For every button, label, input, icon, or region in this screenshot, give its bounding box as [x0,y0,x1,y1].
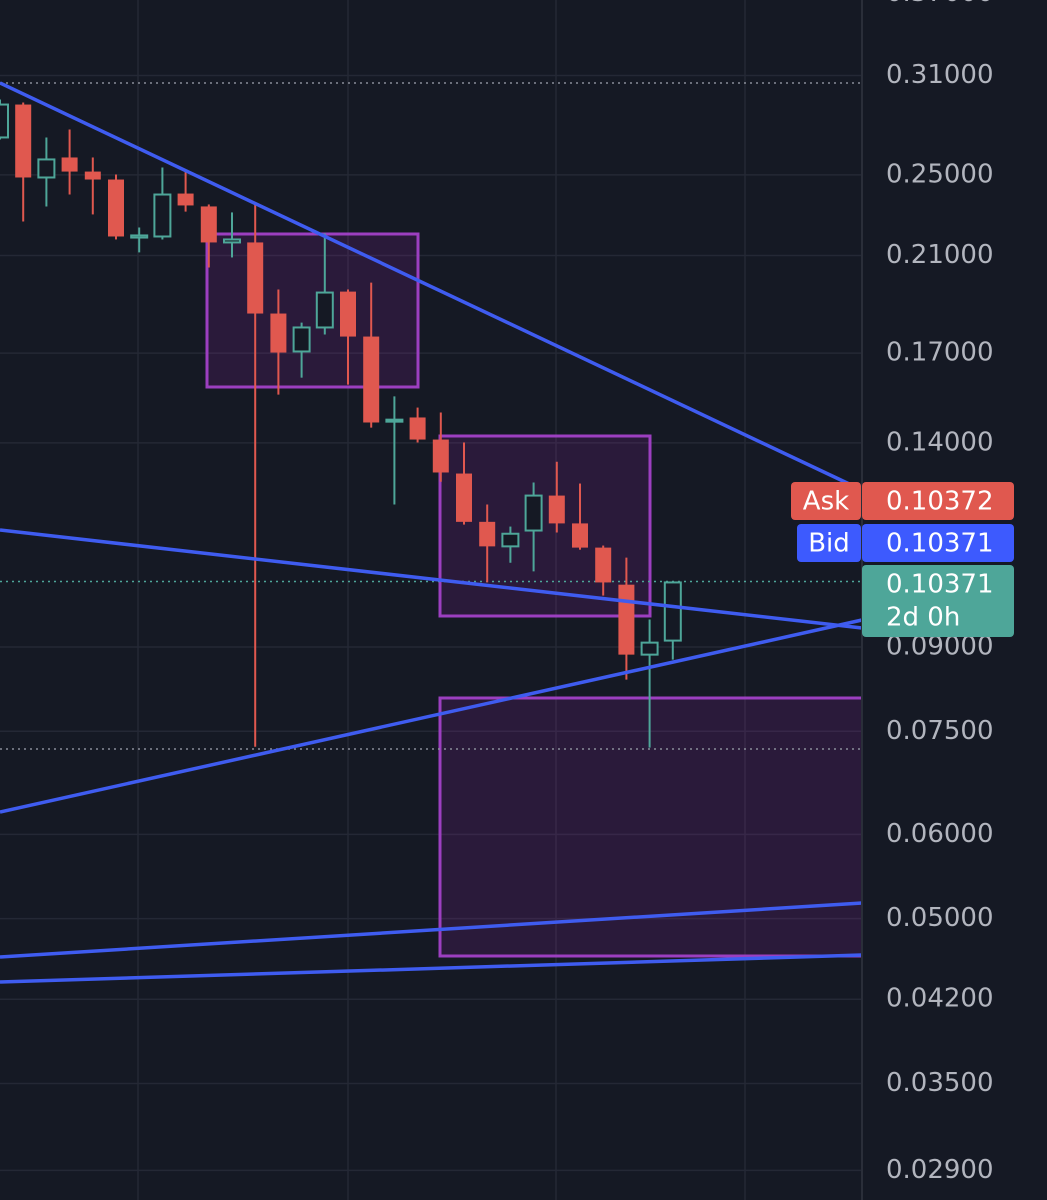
last-price-bg [862,565,1014,637]
grid [0,0,862,1200]
candle-body [37,158,56,179]
candle-body [363,336,380,423]
candles [0,99,682,748]
y-tick-label: 0.06000 [886,819,994,849]
y-tick-label: 0.25000 [886,159,994,189]
zones [205,232,872,958]
trend-line [0,618,863,814]
candle-body [640,641,659,656]
candle-body [247,242,264,314]
candle-body [223,238,241,244]
trend-line [0,81,863,492]
candle-body [340,291,356,337]
candle-body [663,581,682,642]
y-tick-label: 0.04200 [886,984,994,1014]
candle-body [385,418,404,423]
trend-lines [0,81,863,984]
candle-body [177,193,194,206]
candle-body [61,157,78,172]
ask-label-bg [791,482,861,520]
y-tick-label: 0.31000 [886,60,994,90]
y-tick-label: 0.02900 [886,1155,994,1185]
bid-value: 0.10371 [886,529,994,559]
candle-body [595,547,612,583]
candle-body [456,473,472,522]
candle-body [432,439,449,473]
candle-body [479,521,496,547]
last-price: 0.10371 [886,570,994,600]
candle-body [501,532,520,548]
candle-body [130,234,149,239]
ask-label: Ask [803,487,849,517]
y-tick-label: 0.21000 [886,240,994,270]
candle-body [548,495,565,524]
bid-value-bg [862,524,1014,562]
zone-box [438,434,652,618]
candle-body [618,584,635,655]
ask-value: 0.10372 [886,487,994,517]
candle-body [15,104,32,178]
y-tick-label: 0.37000 [886,0,994,8]
zone-box [205,232,420,389]
countdown: 2d 0h [886,603,960,633]
candle-body [270,313,287,353]
ask-value-bg [862,482,1014,520]
y-tick-label: 0.14000 [886,427,994,457]
y-tick-label: 0.17000 [886,338,994,368]
trend-line [0,528,863,630]
trend-line [0,953,863,984]
y-tick-label: 0.03500 [886,1068,994,1098]
candle-body [292,326,311,353]
bid-label: Bid [808,529,850,559]
candle-body [200,206,217,243]
candle-body [524,494,543,532]
candle-body [0,103,9,139]
y-tick-label: 0.07500 [886,716,994,746]
candle-body [84,171,101,180]
candle-body [315,291,334,329]
y-tick-label: 0.05000 [886,903,994,933]
price-badges: Ask 0.10372 Bid 0.10371 0.10371 2d 0h [791,482,1014,637]
candle-body [572,523,588,548]
candle-body [409,417,426,440]
candle-body [153,193,172,238]
zone-box [438,696,872,958]
trend-line [0,901,863,959]
candle-body [108,179,124,237]
bid-label-bg [797,524,861,562]
